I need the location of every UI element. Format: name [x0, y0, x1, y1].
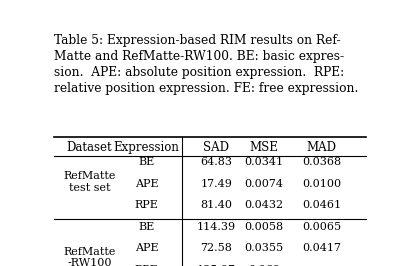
Text: 17.49: 17.49 — [200, 179, 232, 189]
Text: 0.0065: 0.0065 — [301, 222, 340, 232]
Text: 0.0417: 0.0417 — [301, 243, 340, 253]
Text: 0.0461: 0.0461 — [301, 201, 340, 210]
Text: RPE: RPE — [134, 201, 158, 210]
Text: 0.0355: 0.0355 — [244, 243, 283, 253]
Text: 0.0368: 0.0368 — [301, 157, 340, 168]
Text: 72.58: 72.58 — [200, 243, 232, 253]
Text: BE: BE — [138, 222, 154, 232]
Text: 81.40: 81.40 — [200, 201, 232, 210]
Text: RefMatte
-RW100: RefMatte -RW100 — [63, 247, 115, 266]
Text: MAD: MAD — [306, 142, 335, 155]
Text: 64.83: 64.83 — [200, 157, 232, 168]
Text: 114.39: 114.39 — [196, 222, 236, 232]
Text: 0.0432: 0.0432 — [244, 201, 283, 210]
Text: RPE: RPE — [134, 265, 158, 266]
Text: SAD: SAD — [203, 142, 229, 155]
Text: Expression: Expression — [113, 142, 179, 155]
Text: RefMatte
test set: RefMatte test set — [63, 171, 115, 193]
Text: 0.0074: 0.0074 — [244, 179, 283, 189]
Text: 0.0341: 0.0341 — [244, 157, 283, 168]
Text: APE: APE — [135, 243, 158, 253]
Text: Dataset: Dataset — [66, 142, 112, 155]
Text: BE: BE — [138, 157, 154, 168]
Text: 0.0100: 0.0100 — [301, 179, 340, 189]
Text: 0.069: 0.069 — [247, 265, 279, 266]
Text: 135.97: 135.97 — [196, 265, 236, 266]
Text: APE: APE — [135, 179, 158, 189]
Text: MSE: MSE — [249, 142, 278, 155]
Text: 0.0058: 0.0058 — [244, 222, 283, 232]
Text: Table 5: Expression-based RIM results on Ref-
Matte and RefMatte-RW100. BE: basi: Table 5: Expression-based RIM results on… — [54, 34, 358, 95]
